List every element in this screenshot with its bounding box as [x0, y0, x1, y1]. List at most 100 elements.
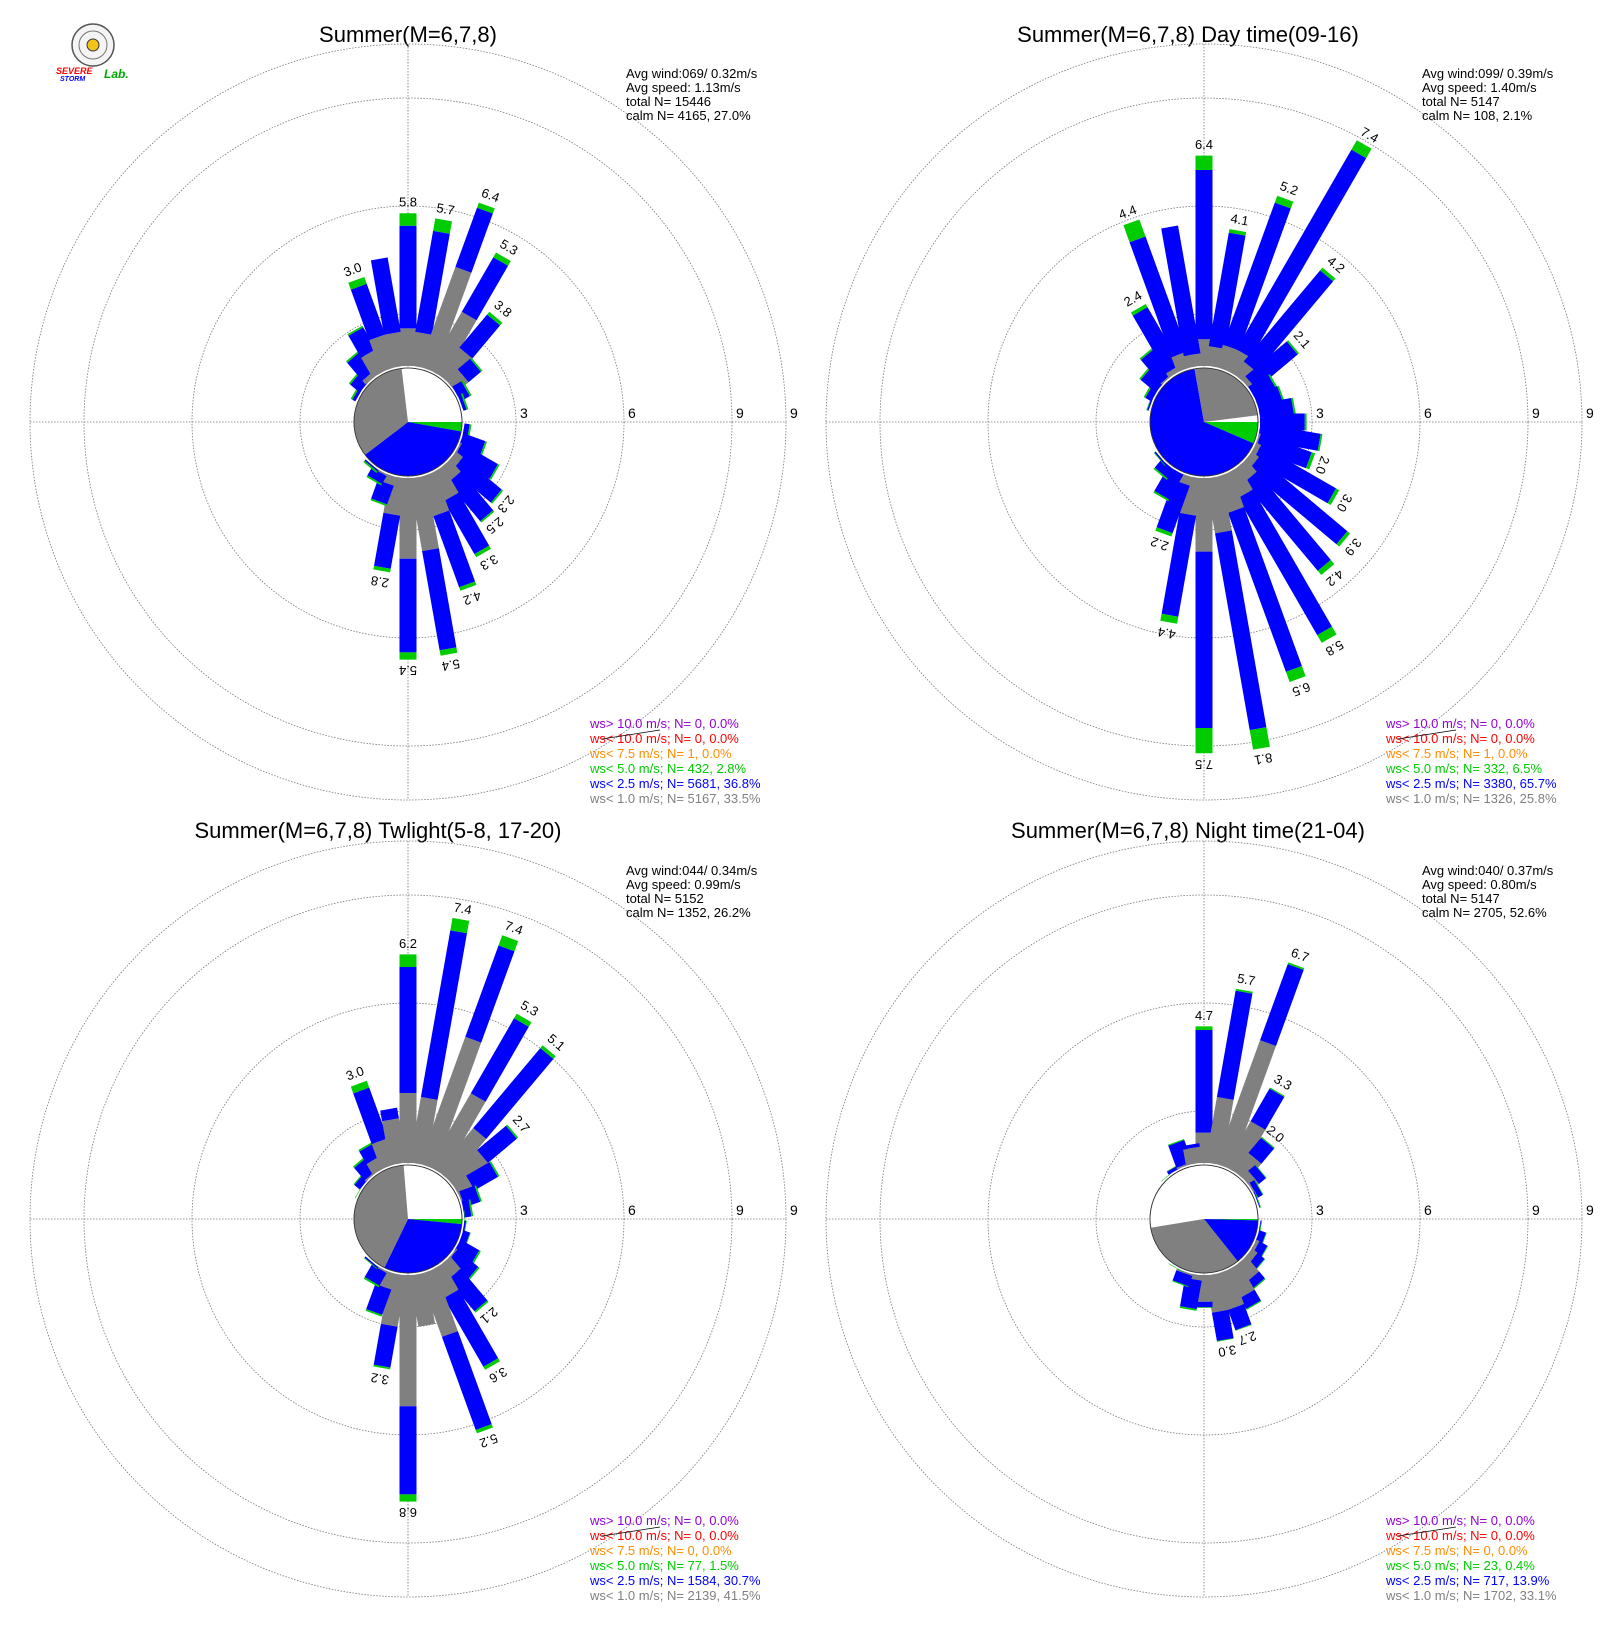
bar-segment-lt50 — [1195, 728, 1213, 754]
bar-segment-lt25 — [457, 358, 481, 383]
stat-line: Avg speed: 0.80m/s — [1422, 877, 1537, 892]
bar-segment-lt25 — [1211, 1309, 1234, 1341]
ring-label: 6 — [628, 405, 636, 421]
bar-segment-lt25 — [443, 1289, 499, 1367]
bar-segment-lt25 — [477, 1125, 517, 1163]
ring-label: 9 — [1586, 1202, 1594, 1218]
bar-segment-lt50 — [1317, 626, 1337, 643]
legend-entry: ws< 7.5 m/s; N= 1, 0.0% — [589, 746, 732, 761]
bar-segment-lt25 — [399, 558, 417, 653]
bar-segment-lt25 — [1154, 451, 1167, 466]
bar-segment-lt50 — [1254, 1179, 1264, 1195]
bar-segment-lt50 — [470, 1250, 481, 1266]
bar-segment-lt50 — [459, 581, 477, 591]
calm-wedge-lt1 — [353, 1165, 408, 1268]
legend-entry: ws< 2.5 m/s; N= 717, 13.9% — [1385, 1573, 1550, 1588]
stat-line: total N= 15446 — [626, 94, 711, 109]
ring-label: 3 — [520, 405, 528, 421]
stat-line: total N= 5152 — [626, 891, 704, 906]
bar-label: 4.7 — [1195, 1008, 1213, 1023]
bar-segment-lt50 — [1160, 613, 1179, 624]
bar-segment-lt1 — [409, 1097, 438, 1166]
bar-segment-lt25 — [1253, 1191, 1261, 1208]
bar-segment-lt1 — [419, 266, 472, 373]
calm-wedge-lt25 — [1150, 368, 1254, 476]
bar-segment-lt25 — [473, 1048, 554, 1139]
bar-label: 5.8 — [1323, 637, 1346, 659]
bar-segment-lt50 — [1274, 195, 1294, 209]
legend-entry: ws< 5.0 m/s; N= 23, 0.4% — [1385, 1558, 1535, 1573]
bar-segment-lt1 — [428, 1093, 486, 1175]
legend-entry: ws< 2.5 m/s; N= 1584, 30.7% — [589, 1573, 761, 1588]
bar-segment-lt50 — [373, 1364, 391, 1370]
bar-segment-lt50 — [370, 498, 388, 507]
stat-line: Avg wind:044/ 0.34m/s — [626, 863, 758, 878]
bar-segment-lt25 — [1238, 489, 1332, 636]
bar-segment-lt50 — [1216, 1338, 1234, 1342]
bar-segment-lt50 — [365, 1309, 383, 1317]
bar-segment-lt25 — [1140, 349, 1174, 384]
logo-text-severe: SEVERE — [56, 66, 94, 76]
windrose-panel: Summer(M=6,7,8) Twlight(5-8, 17-20) 3 6 9 9 6… — [29, 818, 798, 1603]
bar-segment-lt25 — [1228, 507, 1302, 672]
bar-segment-lt50 — [461, 380, 472, 397]
bar-label: 2.2 — [1148, 534, 1170, 554]
bar-segment-lt25 — [465, 945, 515, 1043]
bar-label: 3.3 — [1271, 1071, 1294, 1093]
bar-segment-lt1 — [428, 311, 477, 378]
bar-segment-lt50 — [1235, 1324, 1252, 1331]
bar-label: 2.0 — [1312, 454, 1332, 476]
bar-segment-lt50 — [1327, 488, 1340, 505]
ring-label: 9 — [790, 1202, 798, 1218]
calm-wedge-lt1 — [1150, 1219, 1238, 1273]
bar-segment-lt50 — [1153, 452, 1166, 466]
panel-title: Summer(M=6,7,8) Twlight(5-8, 17-20) — [194, 818, 561, 843]
bar-segment-lt25 — [350, 283, 386, 341]
bar-label: 4.4 — [1116, 202, 1138, 222]
stat-line: Avg speed: 1.40m/s — [1422, 80, 1537, 95]
panel-title: Summer(M=6,7,8) Day time(09-16) — [1017, 22, 1359, 47]
bar-segment-lt25 — [459, 314, 501, 359]
bar-segment-lt50 — [506, 1124, 519, 1139]
bar-segment-lt25 — [380, 1107, 399, 1122]
stat-line: calm N= 2705, 52.6% — [1422, 905, 1547, 920]
bar-segment-lt1 — [419, 1268, 458, 1337]
bar-segment-lt1 — [1233, 1152, 1262, 1182]
bar-segment-lt50 — [346, 350, 361, 363]
bar-segment-lt25 — [1245, 341, 1298, 390]
windrose-panel: Summer(M=6,7,8)3 6 9 95.8 5.76.45.33.82.32.5… — [29, 22, 798, 806]
bar-segment-lt50 — [487, 311, 503, 326]
bar-segment-lt25 — [415, 230, 450, 335]
bar-label: 5.2 — [1278, 178, 1300, 198]
bar-segment-lt25 — [1208, 232, 1246, 349]
bar-segment-lt25 — [1129, 236, 1188, 358]
bar-segment-lt25 — [470, 1018, 529, 1102]
bar-segment-lt50 — [489, 1161, 500, 1177]
bar-segment-lt25 — [1195, 1301, 1213, 1308]
bar-segment-lt1 — [399, 1093, 417, 1163]
bar-segment-lt50 — [399, 1494, 417, 1502]
calm-wedge-lt1 — [1194, 367, 1258, 422]
bar-segment-lt1 — [1183, 353, 1203, 369]
bar-segment-lt50 — [474, 1300, 489, 1313]
bar-segment-lt50 — [1261, 1136, 1275, 1149]
bar-segment-lt25 — [453, 443, 498, 479]
bar-segment-lt25 — [1248, 457, 1348, 545]
bar-label: 2.8 — [370, 573, 390, 591]
bar-segment-lt25 — [446, 1249, 479, 1280]
bar-segment-lt25 — [1252, 445, 1337, 504]
bar-segment-lt50 — [1153, 467, 1168, 480]
bar-segment-lt25 — [364, 1264, 387, 1286]
legend-entry: ws< 1.0 m/s; N= 5167, 33.5% — [589, 791, 761, 806]
bar-segment-lt50 — [363, 460, 378, 473]
bar-segment-lt25 — [370, 257, 401, 335]
calm-wedge-lt50 — [408, 1219, 463, 1225]
bar-segment-lt25 — [399, 1406, 417, 1495]
calm-wedge-lt25 — [1204, 1219, 1258, 1262]
bar-segment-lt25 — [422, 548, 457, 651]
bar-segment-lt25 — [1255, 433, 1312, 469]
panel-title: Summer(M=6,7,8) — [319, 22, 497, 47]
windrose-panel: Summer(M=6,7,8) Day time(09-16) 3 6 9 9 6.4 4.… — [825, 22, 1594, 806]
bar-segment-lt25 — [452, 1239, 480, 1266]
